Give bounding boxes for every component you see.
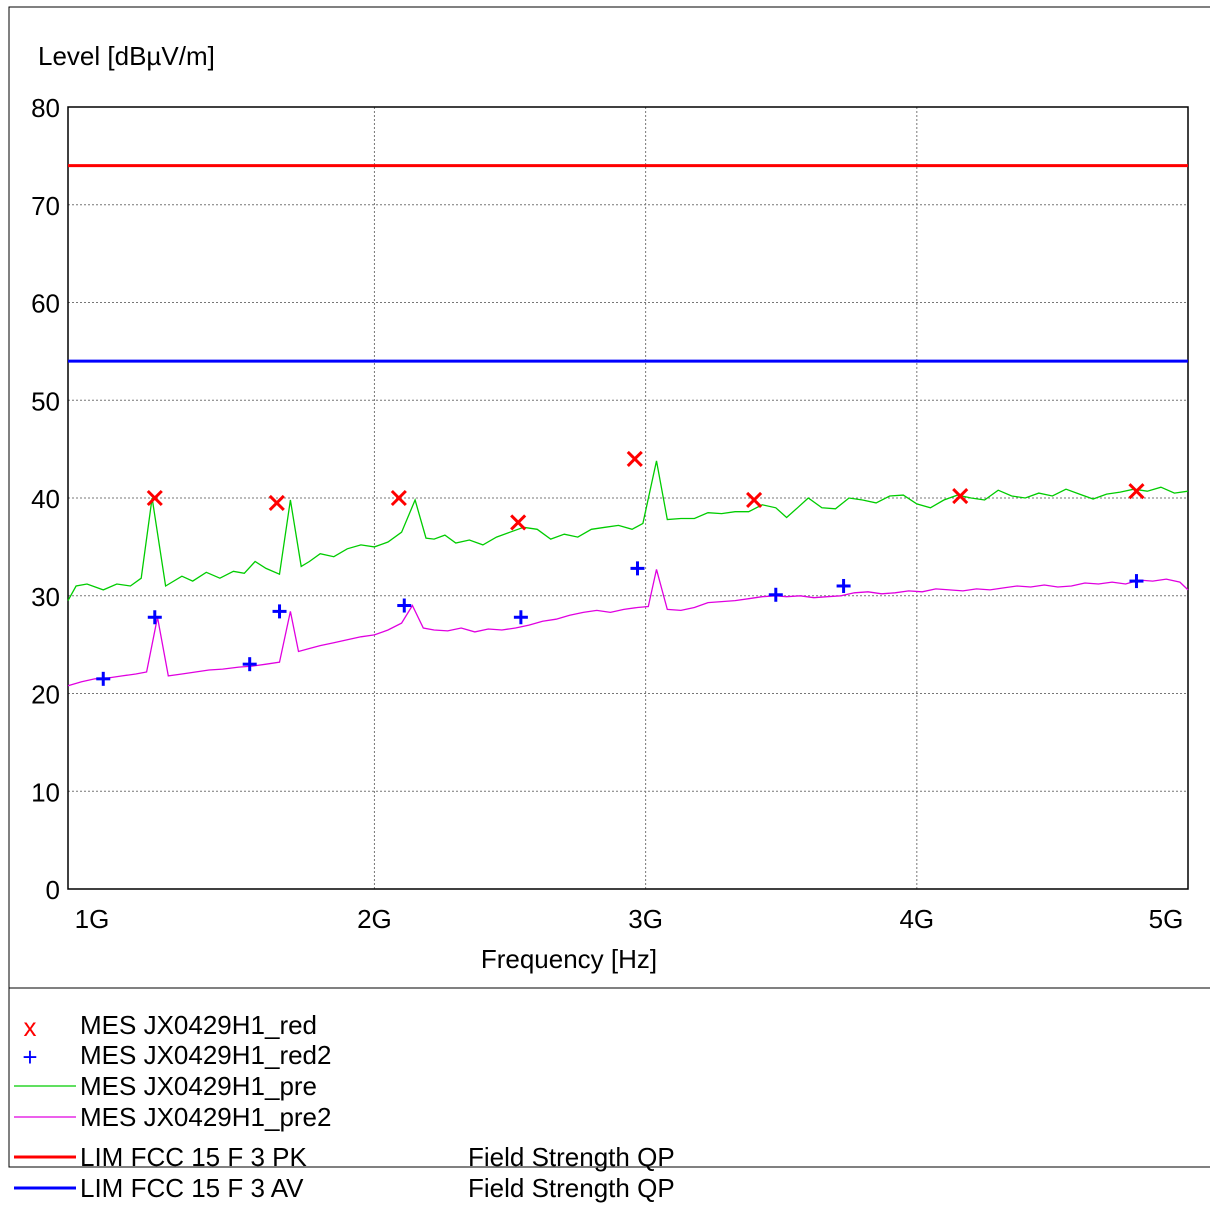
red-x-marker — [390, 489, 407, 507]
legend-entry-label: LIM FCC 15 F 3 AV — [80, 1173, 304, 1203]
y-tick-label: 10 — [31, 777, 60, 807]
axes: 0 10 20 30 40 50 60 70 80 1G 2G 3G 4G 5G — [31, 93, 1189, 934]
red-x-marker — [746, 491, 763, 509]
blue-plus-marker — [96, 671, 111, 686]
legend-entry-label: MES JX0429H1_pre — [80, 1071, 317, 1101]
red-x-marker — [146, 489, 163, 507]
legend-entry-label: LIM FCC 15 F 3 PK — [80, 1142, 307, 1172]
grid — [68, 107, 1188, 889]
trace-line — [67, 569, 1189, 687]
y-axis-label: Level [dBµV/m] — [38, 41, 215, 71]
red-x-marker — [510, 514, 527, 531]
blue-plus-marker — [836, 578, 851, 593]
y-tick-label: 20 — [31, 680, 60, 710]
x-axis-label: Frequency [Hz] — [481, 944, 657, 974]
blue-plus-marker — [1129, 574, 1144, 589]
blue-plus-marker — [768, 587, 783, 602]
legend-entry-description: Field Strength QP — [468, 1142, 675, 1172]
legend-entry-label: MES JX0429H1_pre2 — [80, 1102, 331, 1132]
blue-plus-marker — [513, 610, 528, 625]
marker-stroke — [746, 491, 763, 509]
marker-stroke — [510, 514, 527, 531]
y-tick-label: 60 — [31, 289, 60, 319]
y-tick-label: 50 — [31, 386, 60, 416]
marker-stroke — [626, 450, 643, 467]
y-tick-label: 70 — [31, 191, 60, 221]
red-x-marker — [952, 487, 969, 505]
marker-stroke — [952, 487, 969, 505]
y-tick-label: 30 — [31, 582, 60, 612]
blue-plus-marker — [272, 604, 287, 619]
legend-entry-label: MES JX0429H1_red2 — [80, 1040, 331, 1070]
blue-plus-marker — [630, 561, 645, 576]
blue-plus-marker — [147, 610, 162, 625]
legend-entry-description: Field Strength QP — [468, 1173, 675, 1203]
legend-entry-label: MES JX0429H1_red — [80, 1010, 317, 1040]
x-tick-label: 5G — [1149, 904, 1184, 934]
marker-stroke — [390, 489, 407, 507]
x-tick-label: 1G — [75, 904, 110, 934]
marker-stroke — [146, 489, 163, 507]
series-layer — [67, 164, 1189, 687]
x-tick-label: 4G — [899, 904, 934, 934]
legend-symbol: + — [22, 1042, 37, 1072]
red-x-marker — [626, 450, 643, 467]
legend-symbol: x — [24, 1012, 37, 1042]
y-tick-label: 80 — [31, 93, 60, 123]
y-tick-label: 40 — [31, 484, 60, 514]
red-x-marker — [268, 494, 285, 511]
marker-stroke — [1128, 483, 1145, 500]
plot-frame — [67, 106, 1189, 890]
y-tick-label: 0 — [46, 875, 60, 905]
red-x-marker — [1128, 483, 1145, 500]
blue-plus-marker — [242, 657, 257, 672]
blue-plus-marker — [397, 598, 412, 613]
x-tick-label: 3G — [628, 904, 663, 934]
x-tick-label: 2G — [357, 904, 392, 934]
trace-line — [67, 460, 1189, 601]
marker-stroke — [268, 494, 285, 511]
